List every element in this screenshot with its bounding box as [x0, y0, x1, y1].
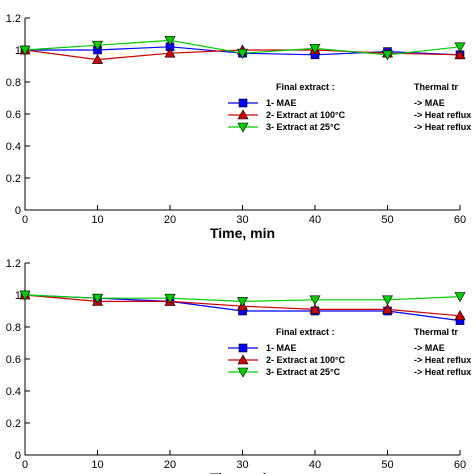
x-axis-label: Time, min	[210, 225, 275, 241]
legend-treatment-3: -> Heat reflux	[414, 122, 471, 132]
y-tick-label: 0.4	[6, 141, 21, 153]
data-point-series-2	[454, 49, 466, 60]
y-tick-label: 0.2	[6, 173, 21, 185]
legend-marker-2	[237, 354, 249, 365]
data-point-series-3	[381, 295, 394, 306]
data-point-series-3	[91, 40, 104, 51]
data-point-series-3	[309, 44, 321, 55]
x-tick-label: 20	[164, 214, 176, 226]
data-point-series-3	[164, 36, 176, 47]
chart-panel-2: 0 0.2 0.4 0.6 0.8 1 1.2 0 10 20 30 40 50 60 Time, min F…	[6, 258, 472, 474]
data-point-series-3	[19, 290, 31, 301]
legend-marker-1	[238, 98, 248, 108]
y-tick-label: 0.4	[6, 386, 21, 398]
y-tick-label: 0	[15, 450, 21, 462]
legend-treatment-2: -> Heat reflux	[414, 355, 471, 365]
legend-treatment-3: -> Heat reflux	[414, 367, 471, 377]
legend-header-thermal-treatment: Thermal tr	[414, 82, 459, 92]
legend-label-1: 1- MAE	[266, 98, 297, 108]
y-tick-label: 1.2	[6, 13, 21, 25]
y-tick-label: 0.2	[6, 418, 21, 430]
data-point-series-3	[454, 292, 466, 303]
y-tick-label: 1	[15, 45, 21, 57]
legend-label-3: 3- Extract at 25°C	[266, 367, 341, 377]
y-tick-label: 0.8	[6, 322, 21, 334]
data-point-series-3	[19, 45, 31, 56]
legend-label-3: 3- Extract at 25°C	[266, 122, 341, 132]
x-tick-label: 30	[236, 214, 248, 226]
x-tick-label: 60	[454, 214, 466, 226]
x-tick-label: 0	[22, 459, 28, 471]
data-point-series-2	[454, 310, 466, 321]
data-point-series-3	[236, 297, 249, 308]
data-point-series-3	[309, 295, 321, 306]
data-point-series-2	[164, 47, 176, 58]
x-tick-label: 10	[91, 214, 103, 226]
legend-header-thermal-treatment: Thermal tr	[414, 327, 459, 337]
x-tick-label: 40	[309, 459, 321, 471]
x-tick-label: 20	[164, 459, 176, 471]
data-point-series-2	[91, 53, 104, 64]
y-tick-label: 0.8	[6, 77, 21, 89]
legend-marker-3	[237, 122, 249, 133]
data-point-series-3	[381, 50, 394, 61]
legend: Final extract : Thermal tr 1- MAE -> MAE 2- …	[228, 327, 471, 378]
y-tick-label: 1	[15, 290, 21, 302]
data-point-series-3	[236, 48, 249, 59]
legend-label-1: 1- MAE	[266, 343, 297, 353]
legend-header-final-extract: Final extract :	[276, 327, 335, 337]
legend-marker-1	[238, 343, 248, 353]
x-tick-label: 10	[91, 459, 103, 471]
y-tick-label: 0.6	[6, 109, 21, 121]
legend-marker-2	[237, 109, 249, 120]
x-tick-label: 50	[381, 459, 393, 471]
data-point-series-3	[91, 293, 104, 304]
y-tick-label: 1.2	[6, 258, 21, 270]
y-tick-label: 0	[15, 205, 21, 217]
legend-label-2: 2- Extract at 100°C	[266, 110, 346, 120]
x-axis-label: Time, min	[210, 470, 275, 474]
data-point-series-2	[381, 303, 394, 314]
x-tick-label: 0	[22, 214, 28, 226]
x-tick-label: 40	[309, 214, 321, 226]
chart-panel-1: 0 0.2 0.4 0.6 0.8 1 1.2 0 10 20 30 40 50 60 Time, min F…	[6, 13, 472, 241]
legend-treatment-2: -> Heat reflux	[414, 110, 471, 120]
legend-marker-3	[237, 367, 249, 378]
x-tick-label: 50	[381, 214, 393, 226]
legend-treatment-1: -> MAE	[414, 343, 445, 353]
data-point-series-3	[164, 293, 176, 304]
x-tick-label: 60	[454, 459, 466, 471]
legend-label-2: 2- Extract at 100°C	[266, 355, 346, 365]
data-point-series-2	[309, 303, 321, 314]
legend: Final extract : Thermal tr 1- MAE -> MAE 2- …	[228, 82, 471, 133]
y-tick-label: 0.6	[6, 354, 21, 366]
data-point-series-3	[454, 42, 466, 53]
x-tick-label: 30	[236, 459, 248, 471]
legend-header-final-extract: Final extract :	[276, 82, 335, 92]
legend-treatment-1: -> MAE	[414, 98, 445, 108]
